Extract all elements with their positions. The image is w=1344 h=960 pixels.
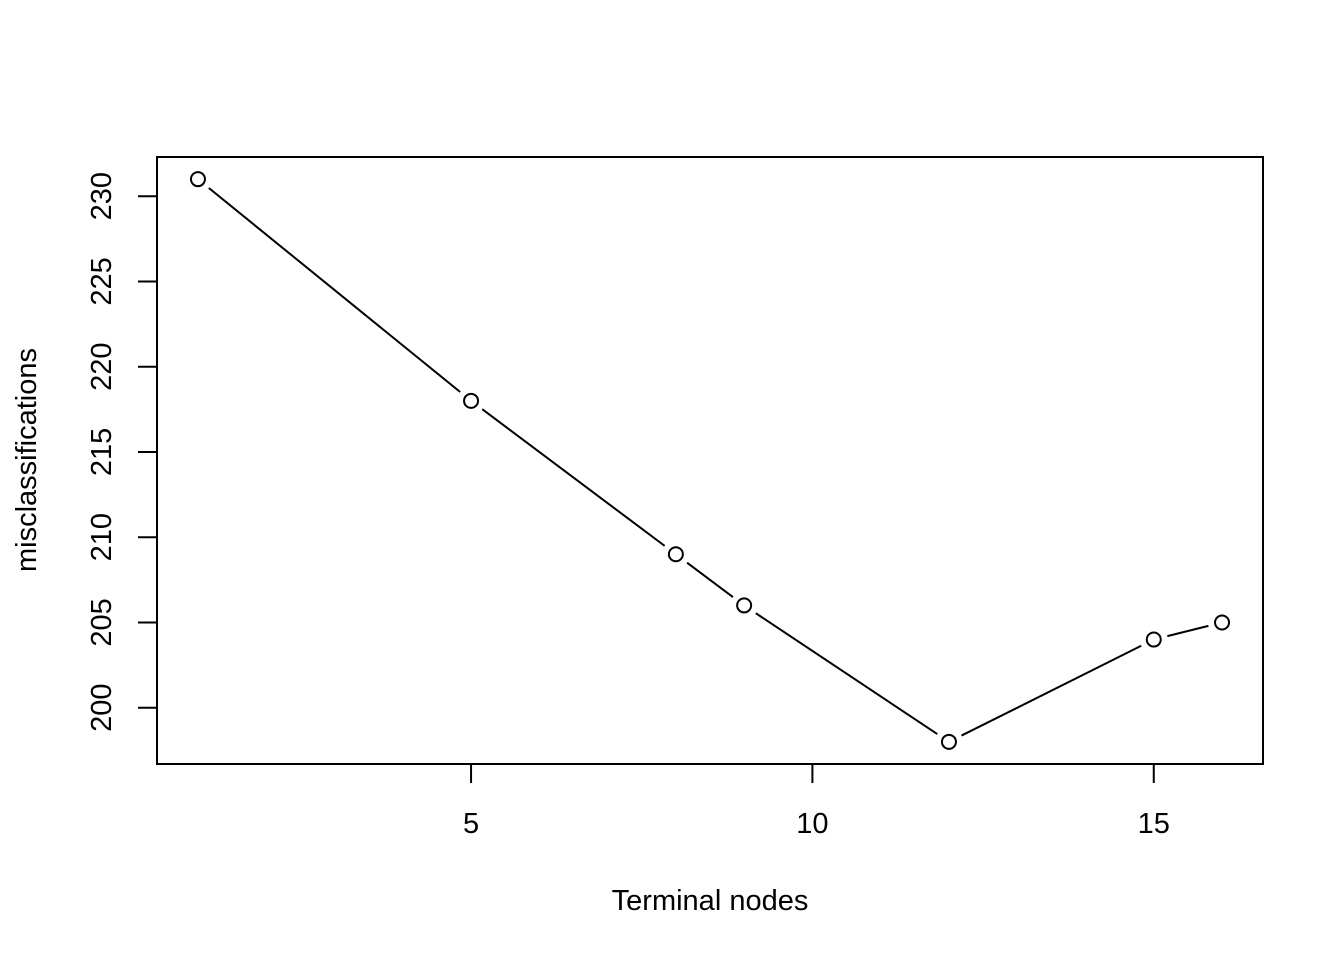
y-tick-label: 225 [86, 257, 118, 305]
data-point [189, 171, 206, 188]
y-tick-label: 205 [86, 598, 118, 646]
y-tick-label: 215 [86, 428, 118, 476]
x-tick-label: 10 [796, 808, 828, 840]
data-point [1145, 631, 1162, 648]
data-point [463, 392, 480, 409]
y-tick-label: 220 [86, 343, 118, 391]
data-point [667, 546, 684, 563]
x-axis-title: Terminal nodes [612, 885, 809, 917]
series-line-segment [481, 408, 666, 547]
y-tick-label: 230 [86, 172, 118, 220]
plot-frame [156, 156, 1264, 765]
x-tick-label: 15 [1138, 808, 1170, 840]
y-tick-label: 210 [86, 513, 118, 561]
x-tick-label: 5 [463, 808, 479, 840]
series-line-segment [686, 561, 734, 598]
data-point [1214, 614, 1231, 631]
data-point [940, 733, 957, 750]
x-axis: 5 10 15 [463, 763, 1170, 840]
y-axis-title: misclassifications [11, 348, 43, 572]
series-layer [189, 171, 1231, 750]
series-line-segment [1167, 624, 1209, 638]
series-line-segment [961, 644, 1142, 737]
data-point [736, 597, 753, 614]
y-tick-label: 200 [86, 684, 118, 732]
series-line-segment [755, 612, 938, 735]
y-axis: 200 205 210 215 220 225 230 [86, 172, 158, 732]
series-line-segment [208, 187, 461, 393]
